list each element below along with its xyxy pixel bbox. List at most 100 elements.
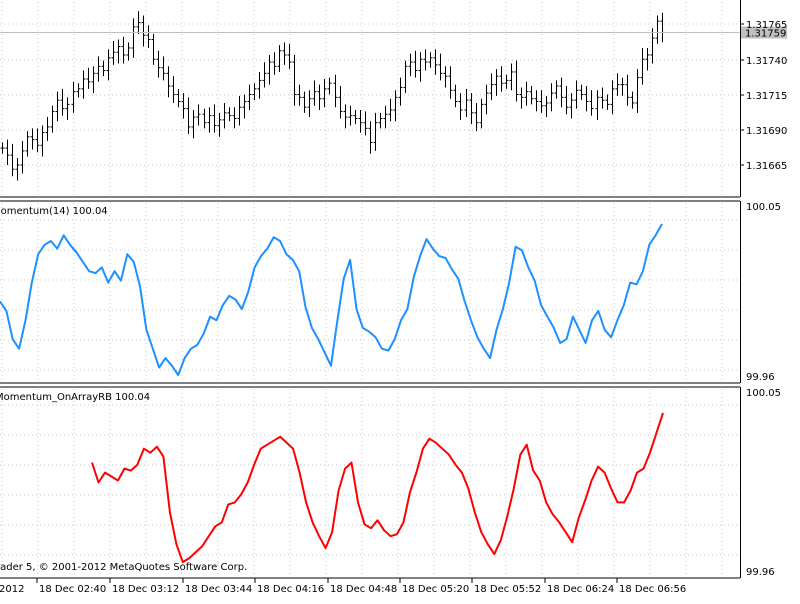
copyright-text: rader 5, © 2001-2012 MetaQuotes Software… bbox=[0, 562, 247, 573]
price-bar bbox=[373, 112, 378, 151]
price-bar bbox=[423, 49, 428, 71]
price-bar bbox=[307, 90, 312, 118]
price-bar bbox=[65, 97, 70, 120]
price-bar bbox=[509, 63, 514, 91]
price-bar bbox=[554, 80, 559, 99]
price-bar bbox=[579, 84, 584, 101]
price-tick-label: 1.31690 bbox=[746, 126, 787, 137]
price-bar bbox=[348, 105, 353, 126]
price-bar bbox=[464, 88, 469, 118]
price-bar bbox=[186, 97, 191, 134]
price-bar bbox=[257, 71, 262, 99]
price-bar bbox=[403, 60, 408, 94]
price-bar bbox=[458, 93, 463, 120]
time-tick-label: 18 Dec 04:48 bbox=[330, 584, 397, 595]
price-bar bbox=[5, 139, 10, 165]
time-tick-label: 2012 bbox=[0, 584, 24, 595]
price-bar bbox=[327, 77, 332, 95]
price-bar bbox=[408, 53, 413, 77]
price-bar bbox=[615, 73, 620, 96]
price-bar bbox=[363, 111, 368, 136]
price-bar bbox=[413, 50, 418, 78]
price-bar bbox=[514, 60, 519, 102]
price-bar bbox=[358, 110, 363, 133]
price-bar bbox=[322, 78, 327, 108]
price-bar bbox=[40, 125, 45, 157]
price-bars bbox=[0, 11, 740, 181]
price-bar bbox=[282, 42, 287, 65]
price-bar bbox=[630, 91, 635, 109]
price-bar bbox=[136, 11, 141, 34]
price-bar bbox=[212, 104, 217, 133]
indicator-top-label: 100.05 bbox=[746, 388, 781, 399]
price-bar bbox=[317, 84, 322, 111]
price-bar bbox=[499, 66, 504, 92]
price-bar bbox=[50, 105, 55, 133]
price-bar bbox=[625, 74, 630, 106]
price-bar bbox=[574, 80, 579, 109]
price-bar bbox=[504, 74, 509, 89]
price-bar bbox=[353, 110, 358, 125]
price-bar bbox=[484, 84, 489, 115]
price-bar bbox=[25, 131, 30, 157]
price-bar bbox=[111, 40, 116, 65]
price-bar bbox=[101, 60, 106, 77]
price-tick-label: 1.31765 bbox=[746, 20, 787, 31]
price-bar bbox=[156, 50, 161, 78]
price-bar bbox=[660, 12, 665, 43]
price-bar bbox=[469, 93, 474, 125]
price-bar bbox=[595, 90, 600, 120]
price-bar bbox=[141, 15, 146, 47]
price-bar bbox=[559, 77, 564, 108]
price-bar bbox=[479, 98, 484, 129]
time-tick-label: 18 Dec 02:40 bbox=[39, 584, 106, 595]
price-bar bbox=[534, 90, 539, 112]
price-bar bbox=[96, 56, 101, 82]
price-bar bbox=[176, 88, 181, 108]
price-bar bbox=[217, 112, 222, 137]
price-tick-label: 1.31665 bbox=[746, 161, 787, 172]
price-bar bbox=[544, 95, 549, 118]
price-bar bbox=[393, 90, 398, 122]
price-bar bbox=[151, 33, 156, 65]
price-bar bbox=[333, 74, 338, 108]
time-tick-label: 18 Dec 05:52 bbox=[474, 584, 541, 595]
price-bar bbox=[589, 90, 594, 116]
price-tick-label: 1.31715 bbox=[746, 91, 787, 102]
price-bar bbox=[0, 142, 5, 154]
price-bar bbox=[443, 66, 448, 88]
price-bar bbox=[126, 42, 131, 61]
price-bar bbox=[222, 102, 227, 129]
price-bar bbox=[20, 141, 25, 174]
price-bar bbox=[106, 49, 111, 81]
price-bar bbox=[519, 87, 524, 109]
price-bar bbox=[398, 77, 403, 106]
price-bar bbox=[564, 86, 569, 115]
price-bar bbox=[605, 94, 610, 111]
price-bar bbox=[338, 86, 343, 119]
price-bar bbox=[620, 77, 625, 96]
price-bar bbox=[191, 110, 196, 139]
time-tick-label: 18 Dec 06:56 bbox=[619, 584, 686, 595]
time-tick-label: 18 Dec 04:16 bbox=[257, 584, 324, 595]
time-tick-label: 18 Dec 06:24 bbox=[547, 584, 614, 595]
price-bar bbox=[650, 28, 655, 64]
price-bar bbox=[549, 83, 554, 112]
price-bar bbox=[529, 86, 534, 105]
price-bar bbox=[292, 55, 297, 106]
price-bar bbox=[489, 73, 494, 101]
price-tick-label: 1.31740 bbox=[746, 56, 787, 67]
price-bar bbox=[10, 143, 15, 177]
price-bar bbox=[453, 84, 458, 108]
momentum-rb-title: Momentum_OnArrayRB 100.04 bbox=[0, 392, 150, 403]
price-bar bbox=[600, 87, 605, 109]
price-bar bbox=[237, 95, 242, 126]
price-bar bbox=[171, 76, 176, 103]
price-bar bbox=[166, 66, 171, 98]
momentum-line bbox=[0, 223, 663, 377]
price-bar bbox=[433, 49, 438, 75]
price-bar bbox=[428, 52, 433, 68]
